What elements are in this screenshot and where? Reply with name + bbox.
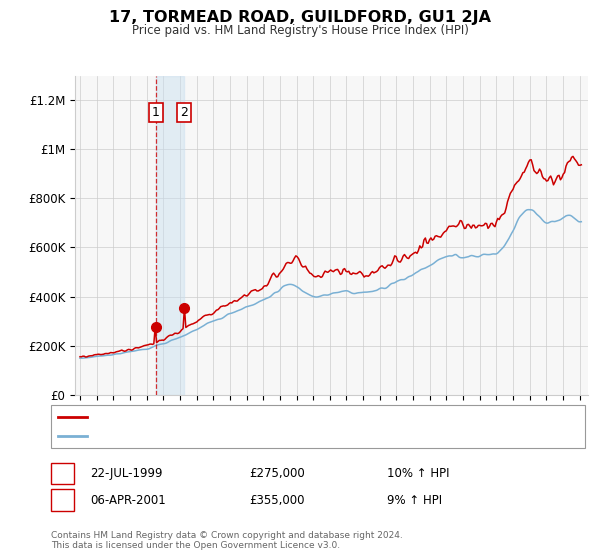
Text: 22-JUL-1999: 22-JUL-1999 [90, 466, 163, 480]
Text: 1: 1 [58, 466, 67, 480]
Text: 9% ↑ HPI: 9% ↑ HPI [387, 493, 442, 507]
Text: Price paid vs. HM Land Registry's House Price Index (HPI): Price paid vs. HM Land Registry's House … [131, 24, 469, 36]
Text: 10% ↑ HPI: 10% ↑ HPI [387, 466, 449, 480]
Text: 17, TORMEAD ROAD, GUILDFORD, GU1 2JA: 17, TORMEAD ROAD, GUILDFORD, GU1 2JA [109, 10, 491, 25]
Text: HPI: Average price, detached house, Guildford: HPI: Average price, detached house, Guil… [90, 431, 348, 441]
Text: 2: 2 [58, 493, 67, 507]
Bar [156, 76, 184, 395]
Text: £275,000: £275,000 [249, 466, 305, 480]
Text: 2: 2 [181, 106, 188, 119]
Text: 06-APR-2001: 06-APR-2001 [90, 493, 166, 507]
Text: £355,000: £355,000 [249, 493, 305, 507]
Text: 17, TORMEAD ROAD, GUILDFORD, GU1 2JA (detached house): 17, TORMEAD ROAD, GUILDFORD, GU1 2JA (de… [90, 412, 430, 422]
Text: Contains HM Land Registry data © Crown copyright and database right 2024.
This d: Contains HM Land Registry data © Crown c… [51, 531, 403, 550]
Text: 1: 1 [152, 106, 160, 119]
